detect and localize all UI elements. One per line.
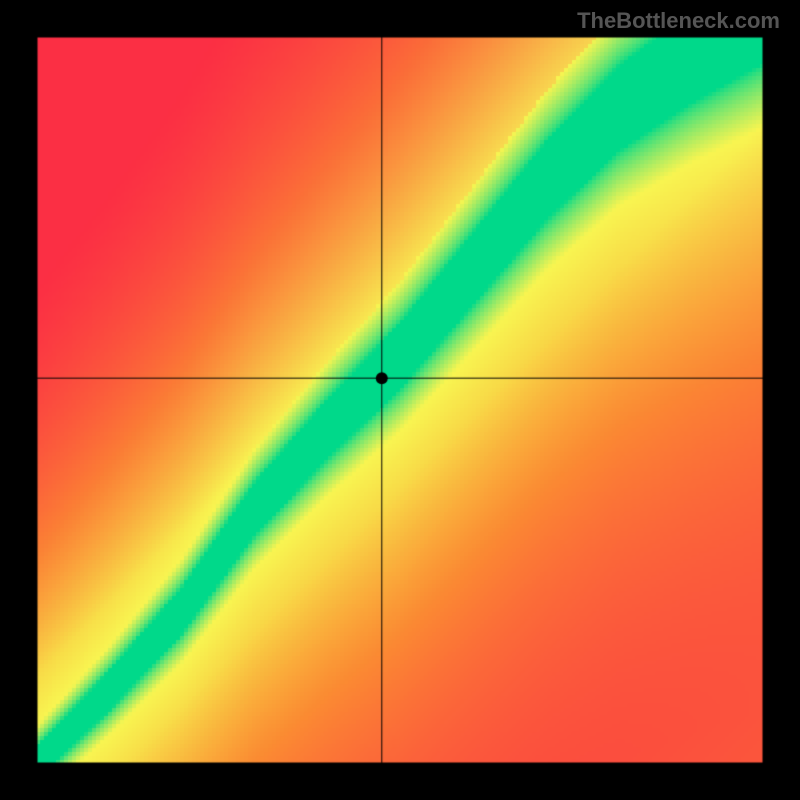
watermark-text: TheBottleneck.com <box>577 8 780 34</box>
chart-container: TheBottleneck.com <box>0 0 800 800</box>
bottleneck-heatmap <box>0 0 800 800</box>
